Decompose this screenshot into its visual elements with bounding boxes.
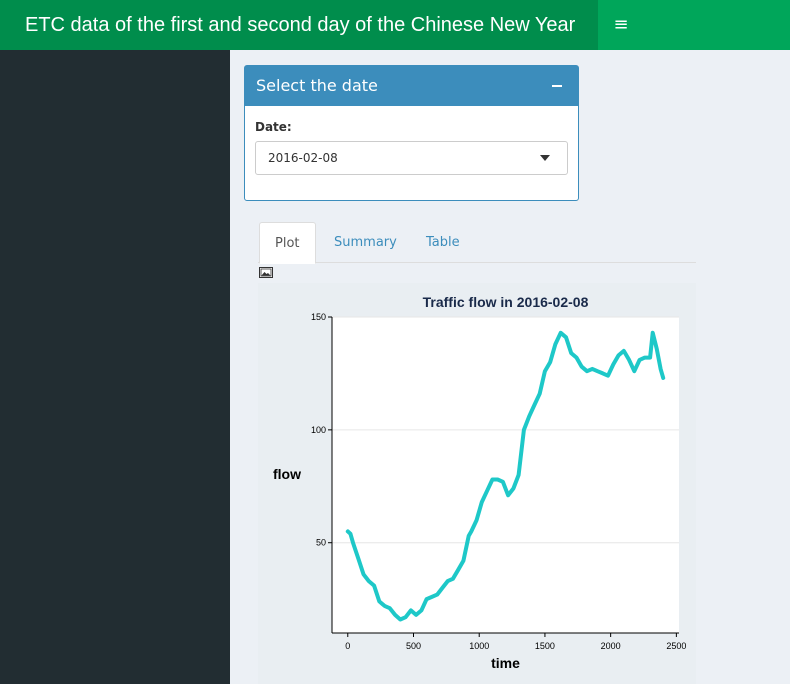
x-tick-label: 2000 [601,641,621,651]
x-tick-label: 1000 [469,641,489,651]
plot-area [332,317,679,633]
x-tick-label: 1500 [535,641,555,651]
x-tick-label: 500 [406,641,421,651]
date-label: Date: [255,120,292,134]
image-icon[interactable] [259,267,273,278]
box-title: Select the date [256,76,378,95]
y-tick-label: 50 [316,538,326,548]
x-tick-label: 2500 [666,641,686,651]
caret-down-icon [540,155,550,161]
flow-series-line [345,330,666,622]
date-select[interactable]: 2016-02-08 [255,141,568,175]
chart-title: Traffic flow in 2016-02-08 [423,294,589,310]
sidebar [0,50,230,684]
sidebar-toggle-icon[interactable]: ≡ [613,14,629,35]
collapse-minus-icon[interactable] [548,74,568,96]
box-header: Select the date [245,66,578,106]
tab-table[interactable]: Table [426,235,460,250]
tab-plot[interactable]: Plot [259,222,316,264]
plot-panel: 50 100 150 0 500 1000 1500 2000 2500 Traffic flow… [258,283,696,684]
top-navbar: ETC data of the first and second day of … [0,0,790,50]
y-axis-label: flow [273,466,301,482]
app-title: ETC data of the first and second day of … [0,0,598,50]
x-tick-label: 0 [345,641,350,651]
date-select-value: 2016-02-08 [268,151,338,165]
tab-bar: Plot Summary Table [258,222,696,264]
y-tick-label: 150 [311,312,326,322]
x-axis-label: time [491,655,520,671]
y-tick-label: 100 [311,425,326,435]
date-select-box: Select the date Date: 2016-02-08 [244,65,579,201]
tab-summary[interactable]: Summary [334,235,397,250]
